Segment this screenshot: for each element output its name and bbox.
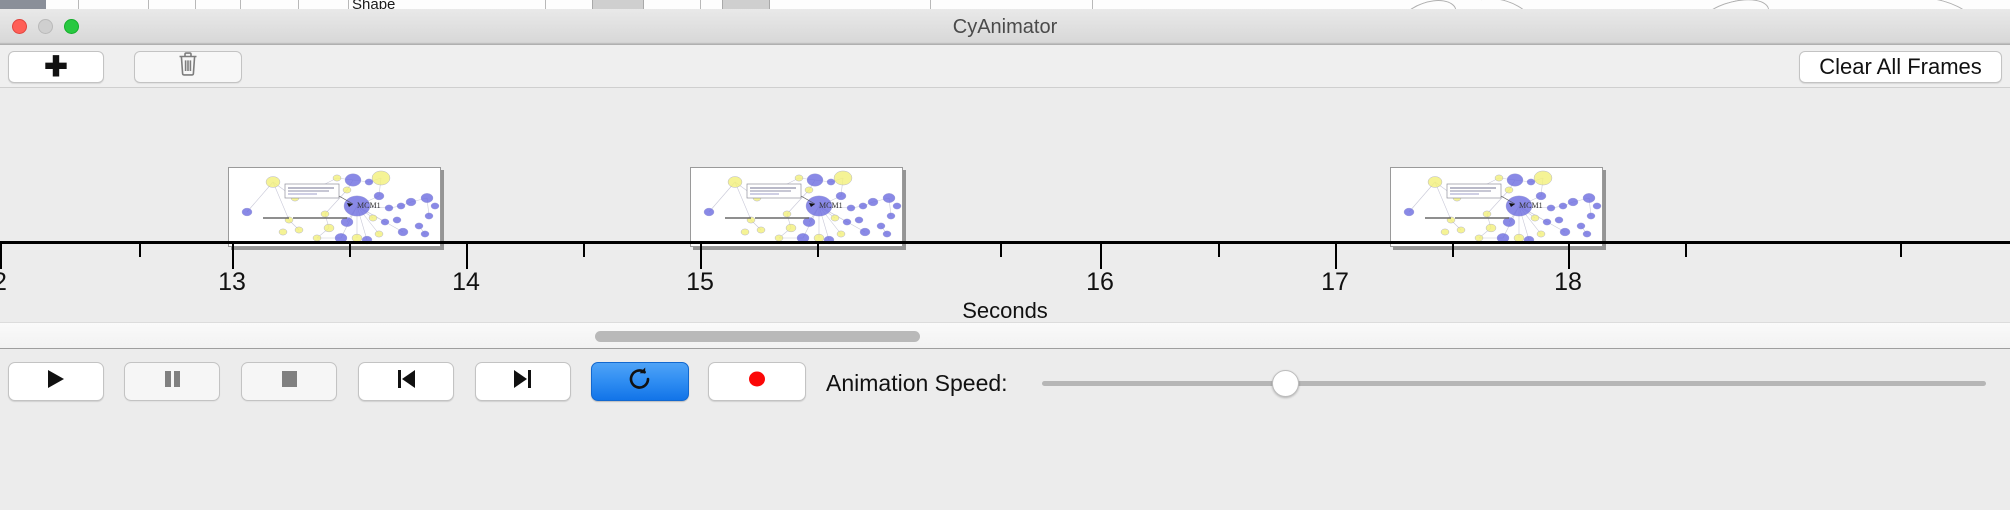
- ruler-tick-label: 18: [1554, 268, 1582, 296]
- ruler-tick-label: 16: [1086, 268, 1114, 296]
- timeline-frame-thumbnail[interactable]: MCM1: [228, 167, 441, 247]
- ruler-major-tick: [700, 244, 702, 269]
- ruler-minor-tick: [817, 244, 819, 257]
- svg-text:MCM1: MCM1: [357, 201, 381, 210]
- skip-forward-icon: [510, 367, 536, 396]
- playback-control-bar: Animation Speed:: [0, 350, 2010, 510]
- play-icon: [43, 367, 69, 396]
- window-controls[interactable]: [12, 19, 79, 34]
- close-button-icon[interactable]: [12, 19, 27, 34]
- svg-text:MCM1: MCM1: [819, 201, 843, 210]
- pause-icon: [159, 367, 185, 396]
- record-icon: [744, 367, 770, 396]
- animation-speed-label: Animation Speed:: [826, 370, 1008, 396]
- ruler-minor-tick: [1000, 244, 1002, 257]
- clear-all-frames-label: Clear All Frames: [1819, 54, 1982, 79]
- loop-icon: [626, 366, 654, 397]
- ruler-major-tick: [232, 244, 234, 269]
- ruler-tick-label: 15: [686, 268, 714, 296]
- ruler-major-tick: [1335, 244, 1337, 269]
- timeline-scrollbar[interactable]: [0, 322, 2010, 349]
- pause-button[interactable]: [124, 362, 220, 401]
- add-frame-button[interactable]: ✚: [8, 51, 104, 83]
- minimize-button-icon[interactable]: [38, 19, 53, 34]
- animation-speed-slider-track[interactable]: [1042, 381, 1986, 386]
- ruler-minor-tick: [349, 244, 351, 257]
- ruler-minor-tick: [1452, 244, 1454, 257]
- ruler-tick-label: 13: [218, 268, 246, 296]
- axis-caption: Seconds: [962, 298, 1048, 323]
- ruler-minor-tick: [139, 244, 141, 257]
- ruler-minor-tick: [1218, 244, 1220, 257]
- stop-button[interactable]: [241, 362, 337, 401]
- frame-toolbar: ✚ Clear All Frames: [0, 45, 2010, 88]
- loop-button[interactable]: [591, 362, 689, 401]
- window-title: CyAnimator: [952, 16, 1058, 38]
- skip-back-icon: [393, 367, 419, 396]
- ruler-baseline: [0, 241, 2010, 244]
- zoom-button-icon[interactable]: [64, 19, 79, 34]
- stop-icon: [276, 367, 302, 396]
- timeline-ruler[interactable]: Seconds 2 13 14 15 16 17 18: [0, 241, 2010, 331]
- timeline-scrollbar-thumb[interactable]: [595, 331, 920, 342]
- title-bar: CyAnimator: [0, 9, 2010, 45]
- play-button[interactable]: [8, 362, 104, 401]
- delete-frame-button[interactable]: [134, 51, 242, 83]
- timeline-frame-thumbnail[interactable]: MCM1: [690, 167, 903, 247]
- ruler-major-tick: [1100, 244, 1102, 269]
- record-button[interactable]: [708, 362, 806, 401]
- svg-text:MCM1: MCM1: [1519, 201, 1543, 210]
- background-window-label: Shape: [352, 0, 396, 9]
- ruler-minor-tick: [1685, 244, 1687, 257]
- background-window-strip: Shape: [0, 0, 2010, 9]
- animation-speed-slider-thumb[interactable]: [1272, 370, 1299, 397]
- skip-to-start-button[interactable]: [358, 362, 454, 401]
- ruler-major-tick: [0, 244, 2, 269]
- ruler-major-tick: [466, 244, 468, 269]
- ruler-major-tick: [1568, 244, 1570, 269]
- ruler-minor-tick: [1900, 244, 1902, 257]
- trash-icon: [177, 51, 199, 83]
- ruler-minor-tick: [583, 244, 585, 257]
- ruler-tick-label: 14: [452, 268, 480, 296]
- timeline-frame-thumbnail[interactable]: MCM1: [1390, 167, 1603, 247]
- ruler-tick-label: 17: [1321, 268, 1349, 296]
- timeline-canvas[interactable]: MCM1 MCM1 MCM1: [0, 89, 2010, 331]
- skip-to-end-button[interactable]: [475, 362, 571, 401]
- ruler-tick-label: 2: [0, 268, 7, 297]
- clear-all-frames-button[interactable]: Clear All Frames: [1799, 51, 2002, 83]
- plus-icon: ✚: [44, 51, 68, 82]
